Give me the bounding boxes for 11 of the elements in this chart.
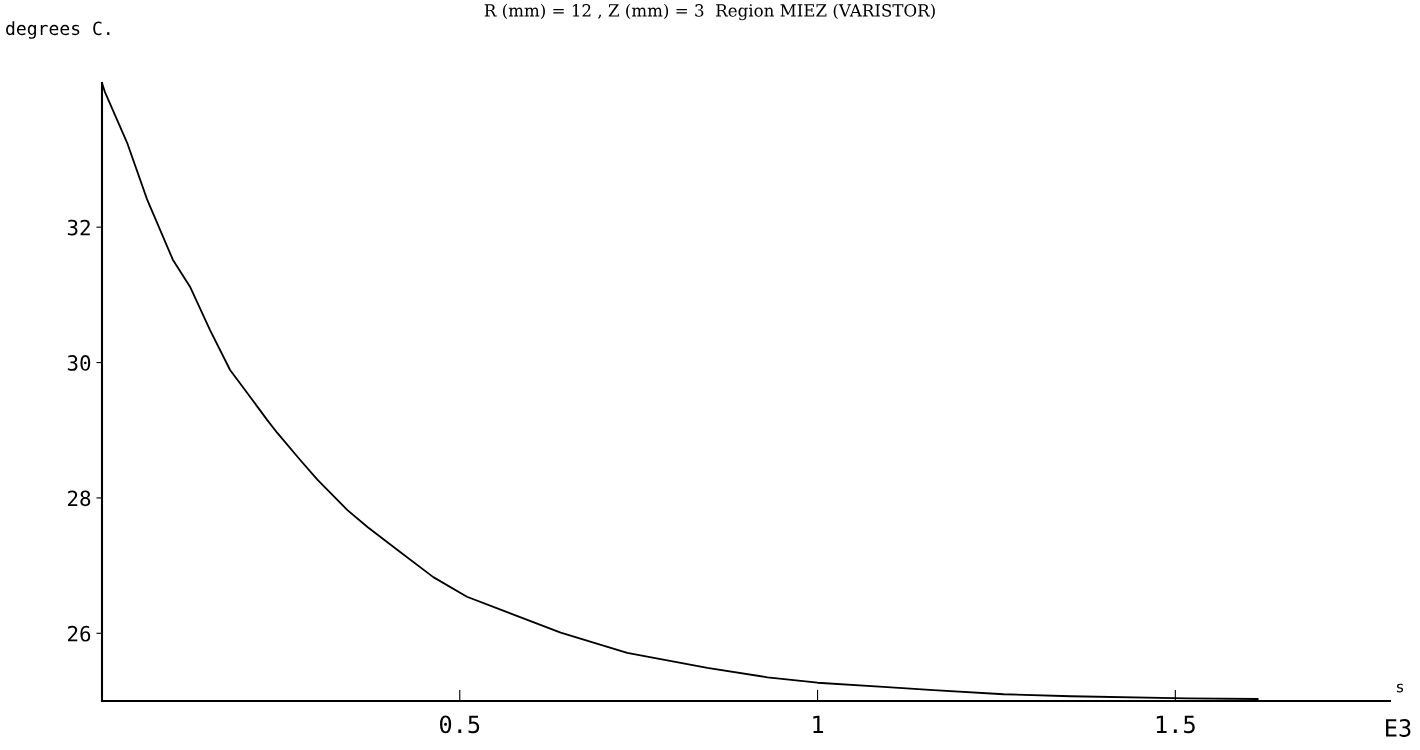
y-tick-label: 30 (67, 355, 91, 371)
y-tick-label: 32 (67, 219, 90, 236)
text: E3 (1386, 719, 1411, 737)
x-axis-title: s (1396, 683, 1404, 693)
y-axis-title: degrees C. (6, 21, 110, 39)
x-tick-label: 0.5 (439, 715, 480, 734)
y-tick-label: 26 (68, 625, 91, 642)
chart-title: R (mm) = 12 , Z (mm) = 3 Region MIEZ (VARISTOR) (484, 3, 935, 21)
y-tick-label: 28 (68, 490, 91, 507)
x-tick-label: 1 (813, 715, 824, 733)
x-tick-label: 1.5 (1156, 715, 1195, 734)
